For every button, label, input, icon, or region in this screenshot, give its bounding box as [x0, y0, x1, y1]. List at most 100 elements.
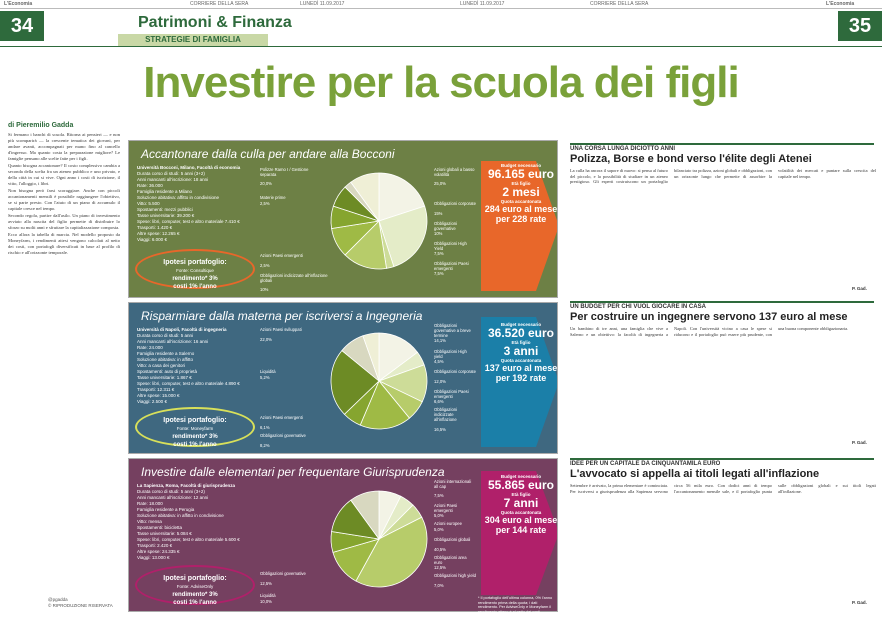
article-body: Un bambino di tre anni, una famiglia che… [570, 326, 849, 337]
article-body: Settembre è arrivato, la prima elementar… [570, 483, 876, 494]
info-line: Trasporti: 12.311 € [137, 387, 175, 392]
article-kicker: UNA CORSA LUNGA DICIOTTO ANNI [570, 143, 874, 152]
arrow-shape [481, 317, 557, 447]
article-paragraph: Secondo regola, partire dall'asilo. Un p… [8, 213, 120, 230]
panel-giurisprudenza: Investire dalle elementari per frequenta… [128, 458, 558, 612]
slice-label: Polizze Ramo I / Gestione separata [260, 167, 309, 177]
portfolio-yield: rendimento* 3% [172, 276, 218, 282]
slice-value: 12,5% [260, 581, 272, 586]
age-value: 7 anni [503, 496, 539, 510]
age-label: Età figlio [511, 181, 531, 186]
article-title: Polizza, Borse e bond verso l'élite degl… [570, 153, 812, 165]
pie-slice [362, 332, 380, 382]
slice-value: 6,6% [434, 399, 444, 404]
info-line: Rate: 36.000 [137, 183, 163, 188]
slice-label: Obbligazioni corporate [434, 201, 476, 206]
slice-label: Obbligazioni Paesi emergenti [434, 389, 469, 399]
slice-label: Obbligazioni High yield [434, 349, 467, 359]
slice-label: Obbligazioni area euro [434, 555, 467, 565]
info-line: Altre spese: 24.335 € [137, 549, 180, 554]
info-line: Spese: libri, computer, test e altro mat… [137, 381, 240, 386]
slice-value: 2,5% [260, 201, 270, 206]
info-line: Vitto: mensa [137, 519, 162, 524]
section-divider [0, 46, 882, 47]
allocation-pie-chart [330, 490, 428, 588]
info-line: Rate: 24.000 [137, 345, 163, 350]
page-number-left: 34 [0, 11, 44, 41]
info-line: Durata corso di studi: 5 anni (3+2) [137, 489, 205, 494]
social-credit: @pgadda © RIPRODUZIONE RISERVATA [48, 597, 113, 609]
portfolio-cost: costi 1% l'anno [173, 442, 217, 448]
slice-value: 2,5% [260, 263, 270, 268]
budget-value: 55.865 euro [487, 478, 555, 492]
article-signature: P. Gad. [852, 440, 867, 445]
age-label: Età figlio [511, 492, 531, 497]
allocation-pie-chart [330, 332, 428, 430]
slice-value: 10,0% [260, 599, 272, 604]
arrow-shape [481, 161, 557, 291]
page-headline: Investire per la scuola dei figli [143, 58, 739, 107]
pie-slice [378, 205, 428, 268]
pie-slice [378, 172, 426, 222]
section-title: Patrimoni & Finanza [138, 14, 292, 31]
slice-label: Azioni europee [434, 521, 462, 526]
slice-label: Obbligazioni high yield [434, 573, 476, 578]
info-line: Università Bocconi, Milano, Facoltà di e… [137, 165, 241, 170]
slice-label: Azioni Paesi sviluppati [260, 327, 302, 332]
article-paragraph: Non bisogna però farsi scoraggiare. Anch… [8, 188, 120, 211]
age-value: 2 mesi [502, 185, 540, 199]
slice-value: 12,5% [434, 565, 446, 570]
page-number-right: 35 [838, 11, 882, 41]
pie-slice [350, 172, 380, 223]
portfolio-cost: costi 1% l'anno [173, 284, 217, 290]
info-line: Durata corso di studi: 5 anni [137, 333, 194, 338]
budget-value: 96.165 euro [487, 167, 555, 181]
portfolio-title: Ipotesi portafoglio: [163, 259, 227, 266]
article-kicker: IDEE PER UN CAPITALE DA CINQUANTAMILA EU… [570, 458, 874, 467]
portfolio-ellipse: Ipotesi portafoglio: Fonte: Moneyfarm re… [135, 407, 255, 448]
panel-title: Risparmiare dalla materna per iscriversi… [141, 309, 423, 323]
masthead-date-left: LUNEDÌ 11.09.2017 [300, 1, 345, 7]
age-value: 3 anni [503, 344, 539, 358]
footnote: * Il portafoglio dell'ultima colonna, 0%… [478, 596, 553, 614]
info-line: Durata corso di studi: 5 anni (3+2) [137, 171, 205, 176]
article-left: Si fermano i banchi di scuola. Ritorna a… [8, 132, 120, 594]
quota-label: Quota accantonata [500, 510, 542, 515]
budget-arrow: Budget necessario 96.165 euro Età figlio… [476, 163, 566, 224]
masthead-paper-left: CORRIERE DELLA SERA [190, 1, 249, 7]
article-body: La culla ha ancora il sapore di nuovo: s… [570, 168, 876, 185]
budget-label: Budget necessario [500, 163, 542, 168]
copyright-note: © RIPRODUZIONE RISERVATA [48, 603, 113, 608]
article-title: Per costruire un ingegnere servono 137 e… [570, 311, 848, 323]
slice-value: 7,5% [434, 271, 444, 276]
slice-value: 16,5% [434, 427, 446, 432]
slice-label: Obbligazioni corporate [434, 369, 476, 374]
info-line: Famiglia residente a Milano [137, 189, 193, 194]
article-signature: P. Gad. [852, 600, 867, 605]
portfolio-title: Ipotesi portafoglio: [163, 575, 227, 582]
pie-slice [355, 516, 428, 588]
info-line: La Sapienza, Roma, Facoltà di giurisprud… [137, 483, 236, 488]
info-line: Altre spese: 15.000 € [137, 393, 180, 398]
info-line: Spese: libri, computer, test e altro mat… [137, 219, 240, 224]
masthead-strip: L'Economia CORRIERE DELLA SERA LUNEDÌ 11… [0, 0, 882, 9]
info-line: Anni mancanti all'iscrizione: 12 anni [137, 495, 209, 500]
masthead-brand-right: L'Economia [826, 1, 855, 7]
slice-label: Liquidità [260, 593, 276, 598]
portfolio-source: Fonte: Moneyfarm [176, 426, 214, 431]
panel-bocconi: Accantonare dalla culla per andare alla … [128, 140, 558, 298]
slice-label: Obbligazioni Paesi emergenti [434, 261, 469, 271]
budget-label: Budget necessario [500, 322, 542, 327]
info-line: Università di Napoli, Facoltà di ingegne… [137, 327, 227, 332]
info-line: Rate: 18.000 [137, 501, 163, 506]
info-line: Anni mancanti all'iscrizione: 18 anni [137, 177, 209, 182]
slice-value: 25,0% [434, 181, 446, 186]
slice-label: Obbligazioni governative a breve termine [434, 323, 471, 338]
slice-label: Obbligazioni governative [434, 221, 458, 231]
info-line: Spostamenti: mezzi pubblici [137, 207, 193, 212]
slice-label: Obbligazioni indicizzate all'inflazione [434, 407, 458, 422]
info-line: Vitto: 5.500 [137, 201, 160, 206]
info-line: Tasse universitarie: 1.867 € [137, 375, 192, 380]
article-paragraph: Quanto bisogna accantonare? Il costo com… [8, 163, 120, 186]
info-line: Viaggi: 13.000 € [137, 555, 170, 560]
